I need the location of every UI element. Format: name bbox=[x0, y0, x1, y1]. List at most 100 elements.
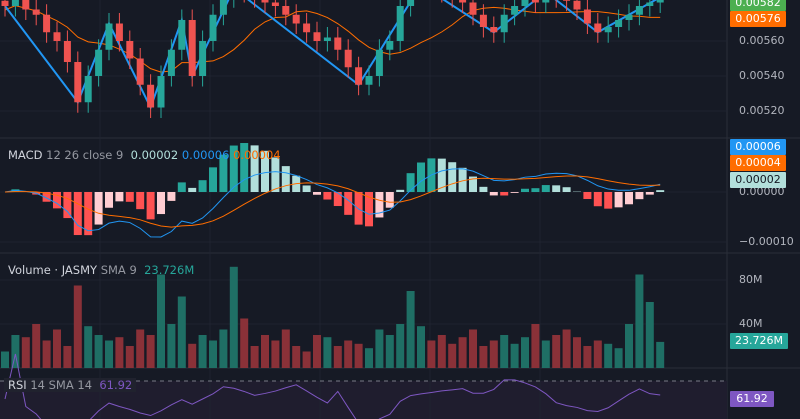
candle-body bbox=[573, 0, 581, 10]
candle-body bbox=[656, 0, 664, 3]
macd-tick: −0.00010 bbox=[739, 235, 794, 248]
volume-name: Volume · JASMY bbox=[8, 263, 98, 277]
volume-params: SMA 9 bbox=[100, 263, 137, 277]
macd-name: MACD bbox=[8, 148, 43, 162]
candle-body bbox=[615, 20, 623, 27]
candle-body bbox=[646, 2, 654, 6]
signal-tag: 0.00004 bbox=[730, 155, 786, 171]
macd-histogram-bar bbox=[302, 185, 311, 192]
volume-bar bbox=[250, 346, 259, 368]
volume-bar bbox=[136, 329, 145, 368]
candle-body bbox=[583, 9, 591, 24]
macd-histogram-bar bbox=[157, 192, 165, 215]
macd-histogram-bar bbox=[479, 186, 488, 192]
candle-body bbox=[563, 0, 571, 1]
volume-bar bbox=[396, 324, 405, 368]
volume-bar bbox=[541, 340, 550, 368]
volume-bar bbox=[177, 296, 186, 368]
macd-histogram-bar bbox=[635, 192, 644, 200]
candle-body bbox=[386, 41, 394, 50]
macd-histogram-bar bbox=[94, 192, 103, 225]
volume-bar bbox=[489, 340, 498, 368]
volume-bar bbox=[375, 329, 384, 368]
rsi-tag: 61.92 bbox=[730, 391, 774, 407]
macd-histogram-bar bbox=[604, 192, 613, 209]
candle-body bbox=[344, 49, 352, 68]
volume-bar bbox=[448, 343, 457, 368]
candle-body bbox=[84, 76, 92, 103]
macd-histogram-bar bbox=[458, 167, 467, 192]
candle-body bbox=[459, 0, 467, 3]
candle-body bbox=[323, 37, 331, 41]
candle-body bbox=[126, 41, 134, 59]
macd-histogram-bar bbox=[541, 185, 550, 192]
volume-bar bbox=[645, 302, 654, 368]
volume-bar bbox=[614, 348, 623, 368]
volume-bar bbox=[11, 335, 20, 368]
macd-histogram-bar bbox=[240, 143, 249, 192]
macd-histogram-bar bbox=[188, 187, 197, 192]
candle-body bbox=[43, 14, 51, 33]
volume-sma-value: 23.726M bbox=[144, 263, 195, 277]
volume-bar bbox=[593, 340, 602, 368]
macd-histogram-bar bbox=[510, 192, 519, 193]
volume-bar bbox=[573, 337, 581, 368]
macd-legend: MACD 12 26 close 9 0.00002 0.00006 0.000… bbox=[8, 148, 281, 162]
volume-bar bbox=[167, 324, 176, 368]
candle-body bbox=[11, 0, 19, 6]
volume-bar bbox=[406, 291, 415, 368]
volume-bar bbox=[73, 285, 82, 368]
volume-bar bbox=[313, 335, 321, 368]
volume-bar bbox=[625, 324, 633, 368]
candle-body bbox=[63, 41, 71, 62]
macd-histogram-bar bbox=[323, 192, 332, 200]
volume-bar bbox=[458, 337, 467, 368]
candle-body bbox=[105, 23, 113, 50]
volume-bar bbox=[344, 340, 353, 368]
candle-body bbox=[469, 2, 477, 15]
candle-body bbox=[188, 20, 196, 76]
signal-line bbox=[4, 175, 661, 228]
volume-bar bbox=[365, 348, 373, 368]
candle-body bbox=[313, 32, 321, 41]
macd-histogram-bar bbox=[625, 192, 633, 205]
volume-bar bbox=[521, 337, 529, 368]
rsi-name: RSI bbox=[8, 378, 27, 392]
candle-body bbox=[209, 14, 217, 41]
macd-histogram-bar bbox=[229, 145, 238, 192]
price-tick: 0.00540 bbox=[739, 69, 785, 82]
volume-bar bbox=[500, 335, 509, 368]
macd-histogram-bar bbox=[500, 192, 509, 196]
macd-histogram-bar bbox=[84, 192, 93, 236]
zigzag-line bbox=[4, 0, 658, 111]
macd-histogram-bar bbox=[177, 182, 186, 192]
macd-histogram-bar bbox=[645, 192, 654, 195]
macd-tag: 0.00006 bbox=[730, 139, 786, 155]
macd-histogram-bar bbox=[385, 192, 394, 208]
volume-bar bbox=[531, 324, 540, 368]
volume-bar bbox=[469, 329, 477, 368]
volume-legend: Volume · JASMY SMA 9 23.726M bbox=[8, 263, 194, 277]
volume-bar bbox=[84, 326, 93, 368]
macd-hist-value: 0.00002 bbox=[130, 148, 179, 162]
candle-body bbox=[531, 0, 539, 3]
macd-histogram-bar bbox=[375, 192, 384, 218]
volume-bar bbox=[53, 329, 61, 368]
candle-body bbox=[334, 37, 342, 50]
candle-body bbox=[375, 49, 383, 76]
volume-tick: 80M bbox=[739, 273, 763, 286]
macd-histogram-bar bbox=[562, 187, 571, 192]
candle-body bbox=[95, 49, 103, 76]
candle-body bbox=[147, 84, 155, 108]
macd-histogram-bar bbox=[333, 192, 342, 207]
macd-histogram-bar bbox=[531, 188, 540, 192]
volume-bar bbox=[510, 343, 519, 368]
volume-bar bbox=[354, 343, 363, 368]
volume-bar bbox=[157, 274, 165, 368]
volume-bar bbox=[437, 335, 446, 368]
macd-histogram-bar bbox=[42, 192, 51, 202]
macd-histogram-bar bbox=[63, 192, 72, 219]
volume-bar bbox=[42, 340, 51, 368]
candle-body bbox=[178, 20, 186, 50]
